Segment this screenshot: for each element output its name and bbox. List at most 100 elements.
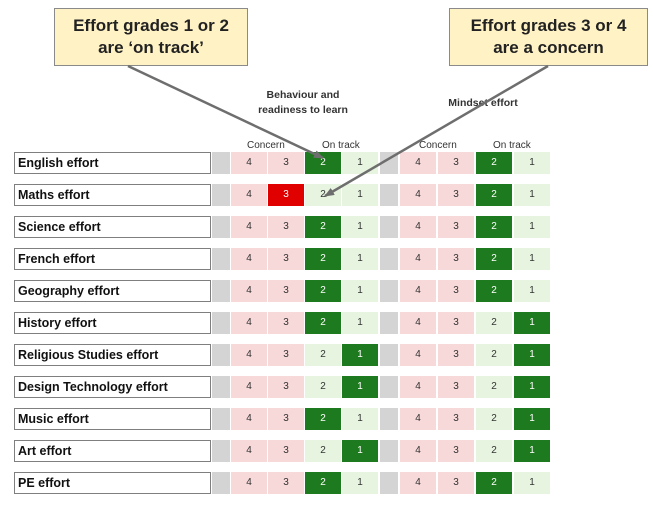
behaviour-grade-3-cell[interactable]: 3 (268, 152, 304, 174)
mindset-grade-4-cell[interactable]: 4 (400, 216, 436, 238)
mindset-grade-3-cell[interactable]: 3 (438, 408, 474, 430)
mindset-grade-1-cell[interactable]: 1 (514, 280, 550, 302)
behaviour-grade-2-cell[interactable]: 2 (305, 216, 341, 238)
behaviour-grade-1-cell[interactable]: 1 (342, 216, 378, 238)
behaviour-grade-2-cell[interactable]: 2 (305, 312, 341, 334)
mindset-grade-2-cell[interactable]: 2 (476, 472, 512, 494)
behaviour-grade-2-cell[interactable]: 2 (305, 344, 341, 366)
behaviour-grade-3-cell[interactable]: 3 (268, 408, 304, 430)
behaviour-grade-4-cell[interactable]: 4 (231, 184, 267, 206)
behaviour-grade-1-cell[interactable]: 1 (342, 472, 378, 494)
mindset-grade-1-cell[interactable]: 1 (514, 312, 550, 334)
mindset-grade-4-cell[interactable]: 4 (400, 152, 436, 174)
mindset-grade-3-cell[interactable]: 3 (438, 184, 474, 206)
mindset-grade-1-cell[interactable]: 1 (514, 344, 550, 366)
mindset-grade-4-cell[interactable]: 4 (400, 344, 436, 366)
mindset-grade-1-cell[interactable]: 1 (514, 472, 550, 494)
mindset-grade-4-cell[interactable]: 4 (400, 376, 436, 398)
behaviour-grade-3-cell[interactable]: 3 (268, 472, 304, 494)
behaviour-grade-1-cell[interactable]: 1 (342, 280, 378, 302)
mindset-grade-2-cell[interactable]: 2 (476, 312, 512, 334)
mindset-grade-3-cell[interactable]: 3 (438, 376, 474, 398)
mindset-grade-2-cell[interactable]: 2 (476, 216, 512, 238)
behaviour-concern-header: Concern (247, 140, 285, 151)
mindset-grade-1-cell[interactable]: 1 (514, 152, 550, 174)
mindset-grade-2-cell[interactable]: 2 (476, 408, 512, 430)
behaviour-grade-1-cell[interactable]: 1 (342, 408, 378, 430)
behaviour-grade-4-cell[interactable]: 4 (231, 152, 267, 174)
behaviour-grade-4-cell[interactable]: 4 (231, 312, 267, 334)
mindset-grade-4-cell[interactable]: 4 (400, 408, 436, 430)
behaviour-grade-1-cell[interactable]: 1 (342, 440, 378, 462)
behaviour-grade-3-cell[interactable]: 3 (268, 376, 304, 398)
row-spacer (212, 184, 230, 206)
behaviour-grade-1-cell[interactable]: 1 (342, 312, 378, 334)
mindset-grade-1-cell[interactable]: 1 (514, 248, 550, 270)
callout-line-2: are ‘on track’ (98, 38, 204, 57)
behaviour-grade-1-cell[interactable]: 1 (342, 376, 378, 398)
mindset-grade-1-cell[interactable]: 1 (514, 184, 550, 206)
mindset-grade-2-cell[interactable]: 2 (476, 152, 512, 174)
mindset-grade-2-cell[interactable]: 2 (476, 184, 512, 206)
behaviour-grade-1-cell[interactable]: 1 (342, 152, 378, 174)
behaviour-grade-3-cell[interactable]: 3 (268, 440, 304, 462)
subject-label: Maths effort (14, 184, 211, 206)
mindset-grade-1-cell[interactable]: 1 (514, 440, 550, 462)
mindset-grade-1-cell[interactable]: 1 (514, 216, 550, 238)
subject-label: French effort (14, 248, 211, 270)
row-spacer (212, 440, 230, 462)
mindset-grade-3-cell[interactable]: 3 (438, 216, 474, 238)
mindset-grade-4-cell[interactable]: 4 (400, 312, 436, 334)
mindset-grade-3-cell[interactable]: 3 (438, 312, 474, 334)
behaviour-grade-1-cell[interactable]: 1 (342, 248, 378, 270)
behaviour-grade-3-cell[interactable]: 3 (268, 248, 304, 270)
behaviour-grade-3-cell[interactable]: 3 (268, 216, 304, 238)
behaviour-grade-4-cell[interactable]: 4 (231, 440, 267, 462)
subject-label: Religious Studies effort (14, 344, 211, 366)
mindset-grade-3-cell[interactable]: 3 (438, 472, 474, 494)
behaviour-grade-3-cell[interactable]: 3 (268, 184, 304, 206)
mindset-grade-4-cell[interactable]: 4 (400, 280, 436, 302)
behaviour-grade-4-cell[interactable]: 4 (231, 280, 267, 302)
behaviour-grade-4-cell[interactable]: 4 (231, 376, 267, 398)
mindset-grade-4-cell[interactable]: 4 (400, 248, 436, 270)
mindset-grade-4-cell[interactable]: 4 (400, 440, 436, 462)
mindset-grade-4-cell[interactable]: 4 (400, 184, 436, 206)
behaviour-grade-4-cell[interactable]: 4 (231, 408, 267, 430)
behaviour-grade-1-cell[interactable]: 1 (342, 184, 378, 206)
mindset-grade-3-cell[interactable]: 3 (438, 248, 474, 270)
row-spacer (212, 312, 230, 334)
behaviour-grade-4-cell[interactable]: 4 (231, 248, 267, 270)
mindset-grade-1-cell[interactable]: 1 (514, 408, 550, 430)
mindset-grade-2-cell[interactable]: 2 (476, 280, 512, 302)
behaviour-grade-2-cell[interactable]: 2 (305, 440, 341, 462)
callout-line-1: Effort grades 3 or 4 (470, 16, 627, 35)
mindset-grade-2-cell[interactable]: 2 (476, 376, 512, 398)
behaviour-grade-2-cell[interactable]: 2 (305, 472, 341, 494)
behaviour-grade-2-cell[interactable]: 2 (305, 248, 341, 270)
subject-label: Science effort (14, 216, 211, 238)
mindset-grade-1-cell[interactable]: 1 (514, 376, 550, 398)
behaviour-grade-2-cell[interactable]: 2 (305, 280, 341, 302)
mindset-grade-3-cell[interactable]: 3 (438, 344, 474, 366)
row-spacer (212, 216, 230, 238)
mindset-grade-3-cell[interactable]: 3 (438, 440, 474, 462)
mindset-grade-4-cell[interactable]: 4 (400, 472, 436, 494)
behaviour-grade-4-cell[interactable]: 4 (231, 472, 267, 494)
behaviour-grade-3-cell[interactable]: 3 (268, 312, 304, 334)
behaviour-on-track-header: On track (322, 140, 360, 151)
behaviour-grade-4-cell[interactable]: 4 (231, 344, 267, 366)
mindset-grade-3-cell[interactable]: 3 (438, 152, 474, 174)
mindset-grade-2-cell[interactable]: 2 (476, 440, 512, 462)
behaviour-grade-3-cell[interactable]: 3 (268, 280, 304, 302)
behaviour-grade-1-cell[interactable]: 1 (342, 344, 378, 366)
mindset-grade-2-cell[interactable]: 2 (476, 344, 512, 366)
behaviour-grade-2-cell[interactable]: 2 (305, 376, 341, 398)
behaviour-grade-2-cell[interactable]: 2 (305, 408, 341, 430)
arrow-right (324, 64, 549, 198)
behaviour-grade-3-cell[interactable]: 3 (268, 344, 304, 366)
mindset-grade-3-cell[interactable]: 3 (438, 280, 474, 302)
behaviour-grade-4-cell[interactable]: 4 (231, 216, 267, 238)
mindset-grade-2-cell[interactable]: 2 (476, 248, 512, 270)
